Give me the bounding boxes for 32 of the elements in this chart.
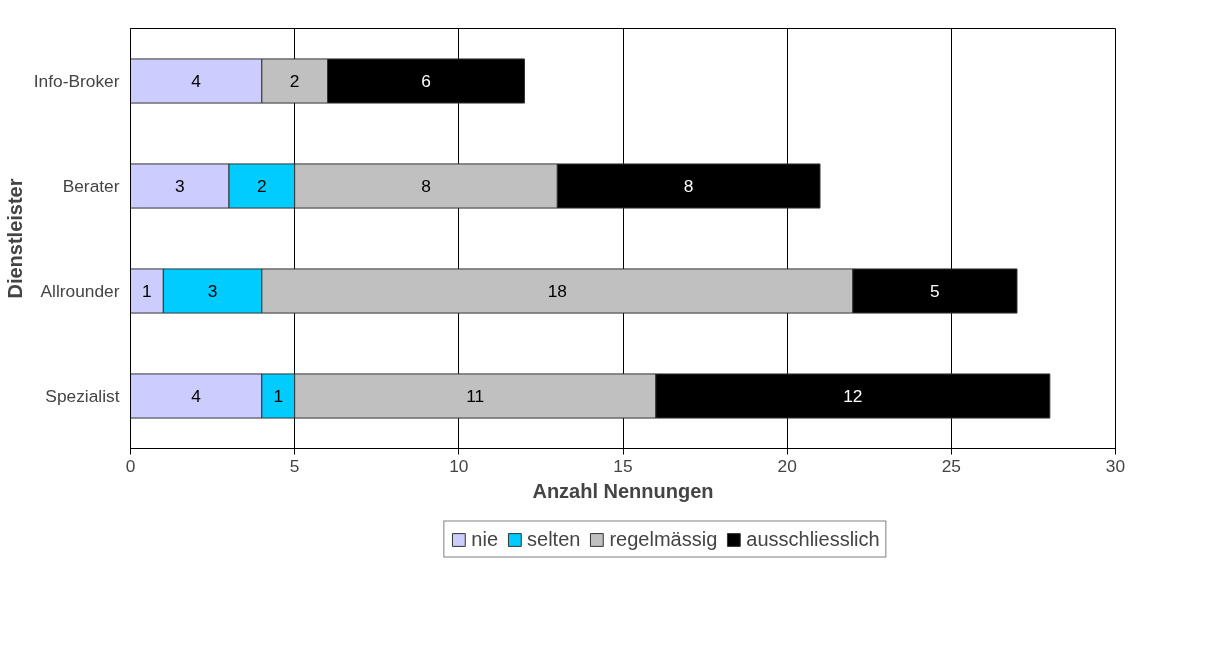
data-label: 2 — [257, 176, 267, 196]
data-label: 8 — [421, 176, 431, 196]
x-tick-label: 10 — [449, 455, 469, 476]
x-tick-label: 15 — [613, 455, 633, 476]
y-tick-label: Info-Broker — [33, 71, 120, 91]
y-tick-label: Spezialist — [45, 386, 120, 406]
data-label: 4 — [191, 71, 202, 91]
data-label: 12 — [843, 386, 863, 406]
data-label: 3 — [207, 281, 218, 301]
legend-label: regelmässig — [609, 527, 718, 551]
x-tick-label: 25 — [941, 455, 961, 476]
x-axis-title: Anzahl Nennungen — [532, 479, 714, 502]
legend-label: selten — [527, 527, 581, 551]
x-tick-label: 30 — [1105, 455, 1126, 476]
legend-label: nie — [471, 527, 499, 551]
data-label: 5 — [930, 281, 940, 301]
legend-label: ausschliesslich — [746, 527, 880, 551]
y-tick-label: Allrounder — [40, 281, 120, 301]
x-tick-label: 0 — [125, 455, 136, 476]
y-tick-label: Berater — [62, 176, 120, 196]
data-label: 11 — [466, 386, 485, 406]
data-label: 2 — [289, 71, 300, 91]
data-label: 4 — [191, 386, 202, 406]
x-tick-label: 20 — [777, 455, 797, 476]
data-label: 6 — [421, 71, 431, 91]
data-label: 8 — [683, 176, 694, 196]
data-label: 18 — [547, 281, 567, 301]
x-tick-label: 5 — [289, 455, 300, 476]
data-label: 1 — [273, 386, 284, 406]
data-label: 1 — [142, 281, 152, 301]
data-label: 3 — [174, 176, 185, 196]
y-axis-title: Dienstleister — [3, 178, 26, 299]
